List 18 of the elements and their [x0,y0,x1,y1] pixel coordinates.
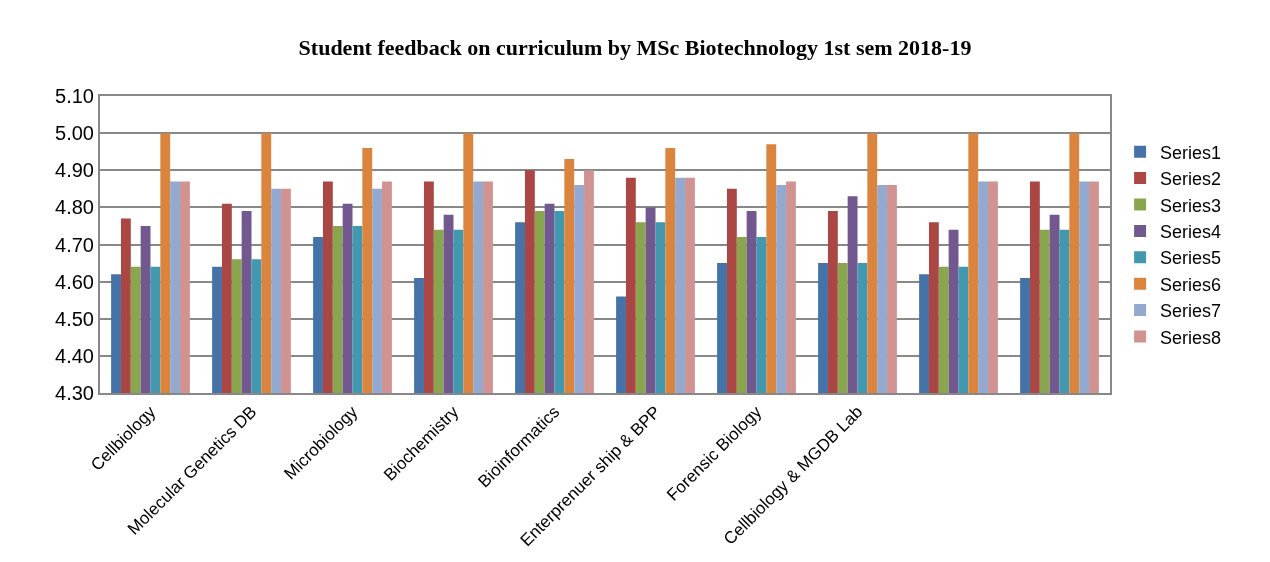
y-tick-label: 5.00 [55,122,94,145]
legend-label: Series8 [1160,327,1222,348]
y-tick-label: 4.30 [55,382,94,404]
y-tick-label: 4.50 [55,307,94,330]
legend-label: Series5 [1160,248,1222,269]
legend-label: Series2 [1160,169,1222,190]
y-tick-label: 4.80 [55,196,94,219]
legend-label: Series3 [1160,195,1222,216]
y-tick-label: 4.40 [55,344,94,367]
y-tick-label: 5.10 [55,85,94,107]
y-tick-label: 4.70 [55,233,94,256]
legend-label: Series7 [1160,301,1222,322]
legend-label: Series1 [1160,142,1222,163]
y-tick-label: 4.60 [55,270,94,293]
chart-title: Student feedback on curriculum by MSc Biotechnology 1st sem 2018-19 [298,34,972,60]
legend-label: Series4 [1160,221,1222,242]
y-tick-label: 4.90 [55,159,94,182]
legend-label: Series6 [1160,274,1222,295]
